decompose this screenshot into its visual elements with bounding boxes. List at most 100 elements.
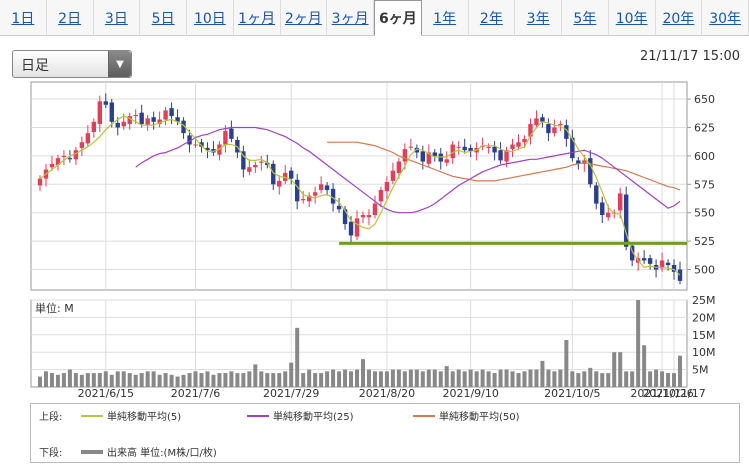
candle-body: [665, 262, 671, 265]
candle-body: [181, 120, 186, 134]
volume-bar: [271, 373, 276, 387]
volume-bar: [660, 371, 665, 387]
dropdown-triangle-icon[interactable]: ▼: [108, 51, 131, 77]
tab-1[interactable]: 2日: [46, 0, 94, 36]
volume-tick-label: 5M: [692, 364, 709, 377]
tab-15[interactable]: 30年: [702, 0, 749, 36]
candle-body: [121, 121, 126, 127]
volume-bar: [133, 374, 138, 387]
candle-body: [408, 146, 414, 148]
volume-bar: [564, 340, 569, 387]
tab-5[interactable]: 1ヶ月: [233, 0, 281, 36]
volume-bar: [534, 369, 539, 387]
tab-13[interactable]: 10年: [608, 0, 656, 36]
y-tick-label: 525: [694, 235, 715, 248]
candle-body: [175, 117, 180, 122]
candle-body: [420, 151, 426, 162]
volume-bar: [414, 369, 419, 387]
volume-bar: [103, 371, 108, 387]
volume-bar: [528, 369, 533, 387]
volume-bar: [349, 371, 354, 387]
volume-bar: [426, 369, 431, 387]
candle-body: [462, 146, 467, 151]
legend-item-sma5: 単純移動平均(5): [81, 408, 181, 423]
volume-bar: [355, 369, 360, 387]
candle-body: [205, 147, 210, 151]
tab-8[interactable]: 6ヶ月: [374, 0, 422, 36]
candle-body: [606, 212, 611, 218]
candle-body: [127, 116, 132, 125]
candle-body: [312, 192, 318, 196]
volume-bar: [648, 371, 653, 387]
volume-unit-label: 単位: M: [35, 301, 74, 315]
period-select-value: 日足: [21, 58, 49, 74]
candle-body: [659, 260, 665, 269]
volume-bar: [61, 373, 66, 387]
candle-body: [187, 135, 192, 145]
candle-body: [492, 146, 497, 153]
candle-body: [109, 102, 114, 122]
volume-bar: [295, 327, 300, 387]
volume-bar: [217, 373, 222, 387]
candle-body: [528, 124, 533, 137]
tab-7[interactable]: 3ヶ月: [327, 0, 374, 36]
x-tick-label: 2021/9/10: [442, 387, 498, 400]
x-tick-label: 2021/6/15: [78, 387, 134, 400]
volume-bar: [384, 371, 389, 387]
candle-body: [552, 127, 557, 134]
legend: 上段: 単純移動平均(5) 単純移動平均(25) 単純移動平均(50) 下段: …: [30, 403, 740, 463]
tab-6[interactable]: 2ヶ月: [280, 0, 328, 36]
volume-bar: [301, 373, 306, 387]
volume-bar: [636, 300, 641, 387]
volume-bar: [331, 369, 336, 387]
volume-bar: [325, 371, 330, 387]
tab-0[interactable]: 1日: [0, 0, 47, 36]
volume-bar: [181, 374, 186, 387]
candle-body: [103, 101, 108, 105]
volume-bar: [456, 369, 461, 387]
tab-10[interactable]: 2年: [468, 0, 516, 36]
candle-body: [414, 147, 420, 153]
tab-14[interactable]: 20年: [655, 0, 703, 36]
period-select[interactable]: 日足 ▼: [12, 50, 132, 78]
volume-bar: [654, 369, 659, 387]
candle-body: [396, 161, 402, 173]
volume-bar: [337, 371, 342, 387]
volume-bar: [79, 374, 84, 387]
volume-tick-label: 10M: [692, 346, 716, 359]
candle-body: [139, 112, 144, 125]
volume-bar: [187, 373, 192, 387]
volume-bar: [169, 374, 174, 387]
candle-body: [157, 119, 162, 125]
tab-11[interactable]: 3年: [515, 0, 562, 36]
volume-bar: [307, 369, 312, 387]
volume-bar: [390, 369, 395, 387]
tab-12[interactable]: 5年: [562, 0, 609, 36]
candle-body: [259, 161, 264, 163]
volume-bar: [319, 373, 324, 387]
legend-swatch-volume: [81, 449, 103, 454]
candle-body: [671, 264, 677, 272]
tab-2[interactable]: 3日: [93, 0, 141, 36]
candle-body: [564, 125, 569, 139]
candle-body: [576, 160, 581, 164]
tab-3[interactable]: 5日: [140, 0, 187, 36]
tab-9[interactable]: 1年: [421, 0, 469, 36]
volume-bar: [157, 374, 162, 387]
volume-bar: [462, 371, 467, 387]
tab-4[interactable]: 10日: [187, 0, 234, 36]
volume-bar: [193, 371, 198, 387]
volume-bar: [432, 369, 437, 387]
volume-bar: [576, 373, 581, 387]
candle-body: [91, 121, 97, 133]
volume-bar: [378, 371, 383, 387]
volume-bar: [211, 374, 216, 387]
stock-chart: 2021/6/15 2021/7/6 2021/7/29 2021/8/20 2021/…: [30, 81, 716, 400]
volume-bar: [624, 371, 629, 387]
legend-upper-label: 上段:: [39, 412, 63, 423]
candle-body: [390, 170, 396, 181]
volume-bar: [396, 369, 401, 387]
sma-25-line: [135, 126, 681, 214]
volume-bar: [588, 367, 593, 387]
volume-bar: [372, 371, 377, 387]
